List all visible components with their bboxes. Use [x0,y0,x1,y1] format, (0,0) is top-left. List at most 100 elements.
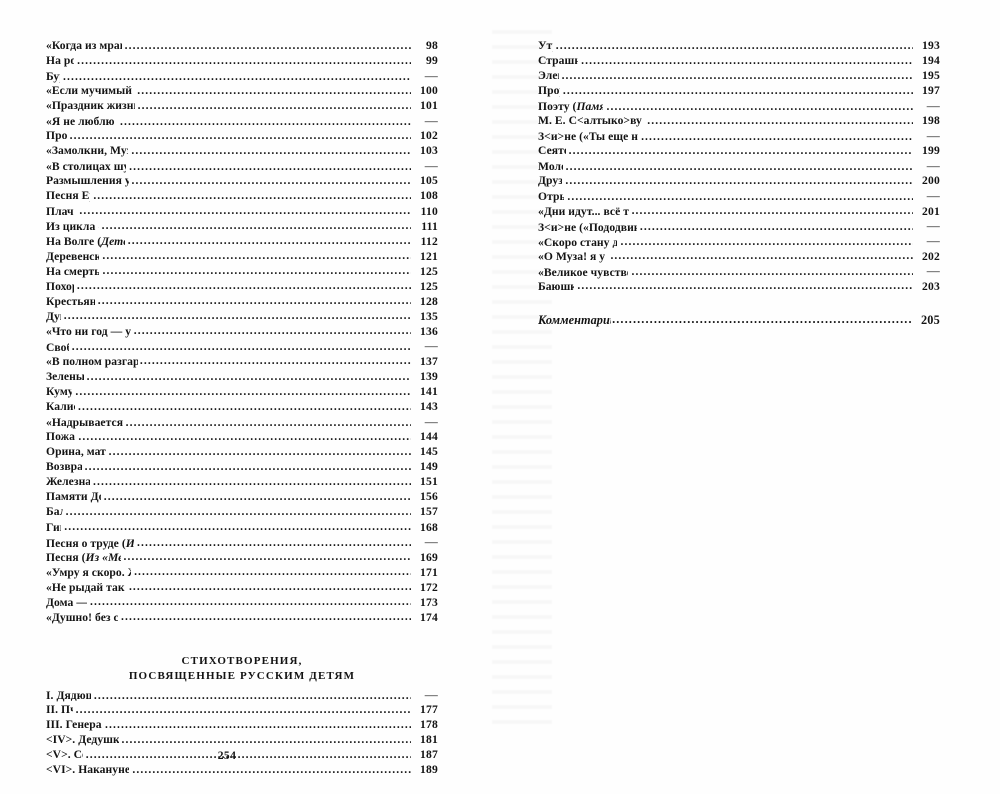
toc-entry[interactable]: «Я не люблю иронии твоей...» — [46,112,438,129]
toc-entry[interactable]: «Не рыдай так безумно над ним...» 172 [46,580,438,595]
toc-entry[interactable]: «Надрывается сердце от муки...» — [46,413,438,430]
toc-entry[interactable]: <V>. Соловьи 187 [46,747,438,762]
toc-entry[interactable]: <IV>. Дедушка Мазай и зайцы 181 [46,732,438,747]
toc-entry[interactable]: Прости 102 [46,128,438,143]
toc-entry[interactable]: III. Генерал Топтыгин 178 [46,717,438,732]
toc-leader-dots [647,113,913,128]
toc-leader-dots [610,248,913,263]
toc-entry[interactable]: «Если мучимый страстью мятежной...» 100 [46,83,438,98]
toc-entry[interactable]: Песня о труде (Из «Медвежьей охоты») — [46,534,438,550]
toc-entry-title: Деревенские новости [46,249,100,263]
toc-entry[interactable]: Крестьянские дети 128 [46,294,438,309]
toc-leader-dots [128,233,411,248]
toc-entry[interactable]: З<и>не («Ты еще на жизнь имеешь право...… [538,128,940,144]
toc-entry[interactable]: «Умру я скоро. Жалкое наследство...» 171 [46,565,438,580]
toc-leader-dots [64,308,411,323]
toc-entry-commentary[interactable]: Комментарии Ю. В. Лебедева 205 [538,313,940,328]
toc-entry[interactable]: <VI>. Накануне Светлого праздника 189 [46,762,438,777]
toc-entry[interactable]: Кумушки 141 [46,384,438,399]
toc-entry[interactable]: Размышления у парадного подъезда 105 [46,173,438,188]
toc-entry[interactable]: З<и>не («Пододвинь перо, бумагу, книги!.… [538,218,940,234]
toc-leader-dots [132,762,411,777]
toc-entry[interactable]: «О Муза! я у двери гроба!..» 202 [538,249,940,264]
toc-entry[interactable]: «В полном разгаре страда деревенская...»… [46,354,438,369]
toc-entry[interactable]: Калистрат 143 [46,399,438,414]
toc-entry-page: 157 [420,505,438,519]
toc-entry[interactable]: Песня Еремушке 108 [46,188,438,203]
toc-entry[interactable]: «Душно! без счастья и воли...» 174 [46,610,438,625]
toc-entry-page: 145 [420,445,438,459]
toc-entry[interactable]: Молебен — [538,158,940,174]
toc-entry[interactable]: Зеленый Шум 139 [46,369,438,384]
toc-entry-title: На смерть Шевченко [46,264,100,278]
toc-entry[interactable]: II. Пчелы 177 [46,702,438,717]
toc-entry[interactable]: Сеятелям 199 [538,143,940,158]
toc-entry[interactable]: Пророк 197 [538,83,940,98]
toc-leader-dots [64,519,411,534]
toc-entry-page: 110 [420,204,438,218]
toc-entry[interactable]: «Праздник жизни — молодости годы...» 101 [46,98,438,113]
toc-entry[interactable]: Элегия 195 [538,68,940,83]
toc-entry[interactable]: Гимн 168 [46,520,438,535]
toc-column-right: Утро 193 Страшный год 194 Элегия 195 Пророк 197… [538,38,940,328]
toc-entry[interactable]: Возвращение 149 [46,459,438,474]
toc-leader-dots [77,53,411,68]
toc-leader-dots [620,234,913,249]
toc-entry-page: — [424,413,438,429]
toc-entry[interactable]: Похороны 125 [46,279,438,294]
toc-entry-page: 128 [420,294,438,308]
toc-leader-dots [120,114,411,129]
toc-leader-dots [138,98,411,113]
toc-entry[interactable]: I. Дядюшка Яков — [46,687,438,703]
toc-entry[interactable]: Баюшки-баю 203 [538,279,940,294]
toc-entry[interactable]: Песня (Из «Медвежьей охоты») 169 [46,550,438,565]
toc-entry[interactable]: Буря — [46,68,438,84]
toc-entry[interactable]: «Когда из мрака заблужденья...» 98 [46,38,438,53]
toc-entry[interactable]: Балет 157 [46,504,438,519]
toc-entry[interactable]: Памяти Добролюбова 156 [46,489,438,504]
toc-leader-dots [129,159,411,174]
toc-entry-title: «Когда из мрака заблужденья...» [46,39,122,52]
toc-leader-dots [90,594,411,609]
toc-entry[interactable]: Железная дорога 151 [46,474,438,489]
toc-entry[interactable]: Из цикла «О погоде» 111 [46,219,438,234]
toc-entry-page: 203 [922,279,940,293]
toc-entry[interactable]: Деревенские новости 121 [46,249,438,264]
toc-entry[interactable]: Друзьям 200 [538,173,940,188]
toc-entry[interactable]: «В столицах шум, гремят витии...» — [46,158,438,174]
toc-leader-dots [124,549,411,564]
toc-entry[interactable]: Дума 135 [46,309,438,324]
toc-leader-dots [102,248,411,263]
toc-entry[interactable]: Дома — лучше! 173 [46,595,438,610]
toc-entry-page: 169 [420,550,438,564]
toc-entry[interactable]: М. Е. С<алтыко>ву (При отъезде его за гр… [538,113,940,128]
toc-leader-dots [569,143,913,158]
toc-entry-page: 125 [420,279,438,293]
toc-entry[interactable]: «Дни идут... всё так же воздух душен...»… [538,204,940,219]
toc-leader-dots [140,353,411,368]
toc-entry[interactable]: Пожарище 144 [46,429,438,444]
toc-entry[interactable]: На Волге (Детство Валежникова) 112 [46,234,438,249]
toc-entry[interactable]: Плач детей 110 [46,204,438,219]
toc-entry[interactable]: «Что ни год — уменьшаются силы...» 136 [46,324,438,339]
toc-entry[interactable]: На родине 99 [46,53,438,68]
toc-entry[interactable]: «Скоро стану добычею тленья...» — [538,233,940,249]
toc-entry[interactable]: Орина, мать солдатская 145 [46,444,438,459]
toc-leader-dots [612,312,913,327]
toc-entry[interactable]: Отрывок — [538,188,940,204]
toc-entry[interactable]: «Замолкни, Муза мести и печали!..» 103 [46,143,438,158]
toc-entry[interactable]: На смерть Шевченко 125 [46,264,438,279]
toc-entry[interactable]: Страшный год 194 [538,53,940,68]
toc-entry-title: «Не рыдай так безумно над ним...» [46,580,126,594]
toc-leader-dots [78,399,411,414]
toc-entry[interactable]: Утро 193 [538,38,940,53]
toc-entry[interactable]: Свобода — [46,338,438,354]
toc-entry[interactable]: «Великое чувство! У каждых дверей...» — [538,263,940,279]
toc-entry-title: Плач детей [46,204,76,218]
toc-entry-page: — [424,112,438,128]
toc-leader-dots [631,264,913,279]
toc-entry-title: Свобода [46,340,69,354]
toc-entry[interactable]: Поэту (Памяти Шиллера) — [538,98,940,114]
